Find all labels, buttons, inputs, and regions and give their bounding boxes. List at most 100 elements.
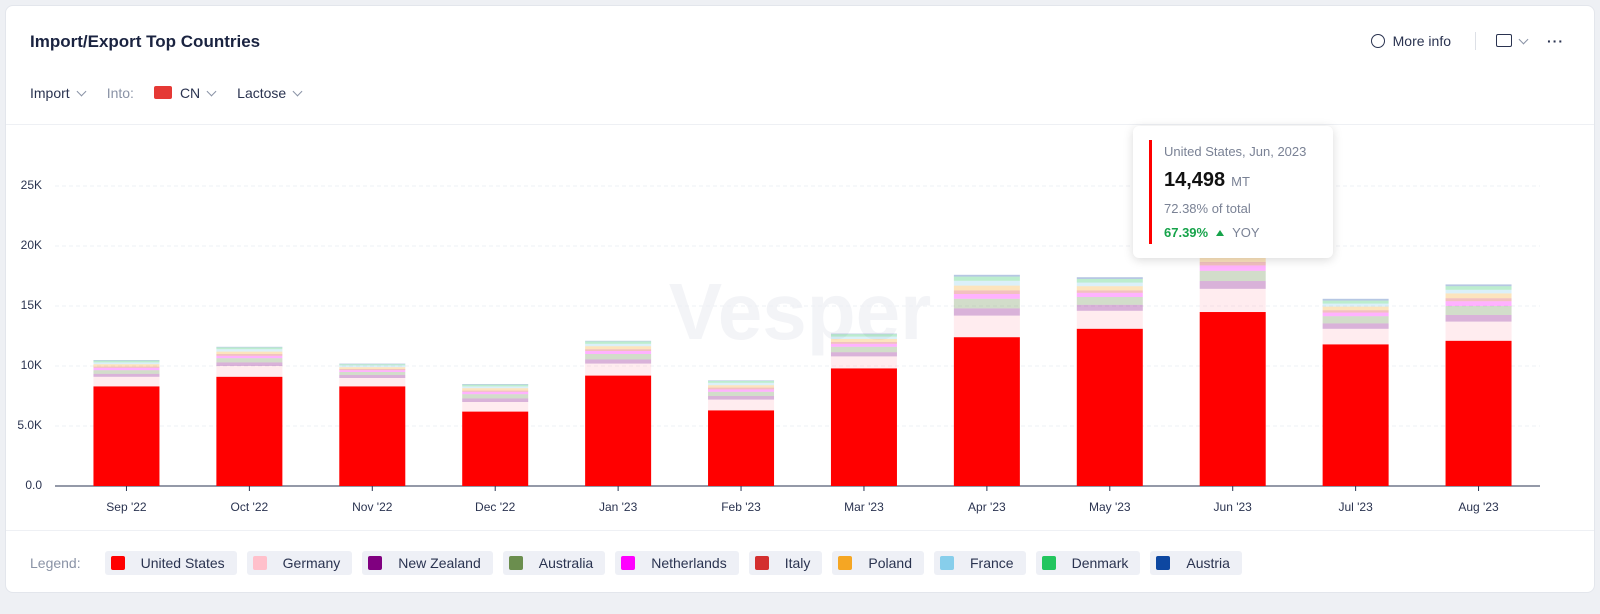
bar-segment	[585, 343, 652, 347]
bar-segment	[216, 366, 283, 377]
bar-segment	[93, 370, 160, 374]
tooltip-number: 14,498	[1164, 169, 1226, 191]
x-tick-label: Jan '23	[599, 500, 638, 514]
flow-filter[interactable]: Import	[30, 85, 87, 101]
bar-segment	[1076, 286, 1143, 291]
x-tick-label: May '23	[1089, 500, 1131, 514]
legend-item[interactable]: Austria	[1150, 551, 1242, 575]
bar-segment	[462, 391, 529, 395]
bar-segment	[830, 368, 897, 486]
bar-segment	[216, 362, 283, 366]
bar-segment	[953, 290, 1020, 294]
bar-segment	[708, 410, 775, 486]
bar-segment	[93, 364, 160, 367]
bar-segment	[93, 360, 160, 363]
bar-segment	[830, 352, 897, 357]
bar-segment	[1199, 261, 1266, 266]
x-tick-label: Apr '23	[968, 500, 1006, 514]
legend-swatch	[754, 556, 769, 570]
x-tick-label: Feb '23	[721, 500, 761, 514]
tooltip-change: 67.39% YOY	[1164, 225, 1260, 240]
bar-segment	[708, 389, 775, 392]
bar-segment	[830, 343, 897, 347]
tooltip-change-label: YOY	[1232, 225, 1260, 240]
bar-segment	[216, 376, 283, 486]
more-menu[interactable]: ···	[1547, 33, 1564, 49]
x-tick-label: Jun '23	[1214, 500, 1253, 514]
bar-segment	[708, 381, 775, 383]
bar-segment	[216, 349, 283, 352]
legend-text: United States	[140, 555, 225, 571]
bar-segment	[830, 356, 897, 369]
bar-segment	[1076, 292, 1143, 297]
image-menu[interactable]	[1496, 33, 1529, 49]
x-tick-label: Aug '23	[1458, 500, 1499, 514]
watermark: Vesper	[669, 267, 931, 356]
bar-segment	[708, 396, 775, 400]
legend-item[interactable]: United States	[104, 551, 237, 575]
bar-segment	[1322, 310, 1389, 313]
bar-segment	[462, 386, 529, 389]
bar-segment	[708, 380, 775, 381]
bar-segment	[339, 386, 406, 486]
more-info-text: More info	[1392, 33, 1451, 49]
bar-segment	[830, 336, 897, 339]
tooltip-change-value: 67.39%	[1164, 225, 1209, 240]
legend-item[interactable]: Denmark	[1035, 551, 1141, 575]
bar-segment	[953, 308, 1020, 316]
bar-segment	[462, 384, 529, 387]
bar-segment	[585, 359, 652, 364]
bar-segment	[1445, 284, 1512, 287]
bar-segment	[1076, 304, 1143, 311]
legend-swatch	[940, 556, 954, 570]
bar-segment	[462, 388, 529, 391]
more-info[interactable]: More info	[1370, 33, 1451, 49]
bar-segment	[830, 333, 897, 335]
country-filter[interactable]: CN	[153, 85, 217, 101]
bar-segment	[1076, 310, 1143, 329]
bar-segment	[585, 363, 652, 376]
bar-segment	[339, 378, 406, 387]
legend-swatch	[1041, 556, 1056, 570]
legend-item[interactable]: Poland	[832, 551, 924, 575]
y-tick-label: 0.0	[25, 478, 42, 492]
bar-segment	[93, 386, 160, 486]
x-tick-label: Mar '23	[844, 500, 884, 514]
bar-segment	[339, 372, 406, 375]
legend-item[interactable]: Germany	[246, 551, 353, 575]
bar-segment	[1199, 265, 1266, 271]
tooltip-value: 14,498 MT	[1164, 169, 1250, 192]
legend-text: Netherlands	[651, 555, 727, 571]
y-tick-label: 5.0K	[17, 418, 42, 432]
bar-segment	[339, 375, 406, 378]
bar-segment	[708, 387, 775, 390]
bar-segment	[585, 346, 652, 350]
bar-segment	[1199, 281, 1266, 289]
y-tick-label: 25K	[21, 178, 42, 192]
legend-text: France	[970, 555, 1014, 571]
bar-segment	[1322, 300, 1389, 304]
bar-segment	[1445, 340, 1512, 486]
product-filter[interactable]: Lactose	[237, 85, 303, 101]
legend-item[interactable]: Australia	[502, 551, 606, 575]
legend-item[interactable]: France	[934, 551, 1026, 575]
bar-segment	[216, 351, 283, 354]
bar-segment	[1076, 282, 1143, 287]
legend-item[interactable]: Netherlands	[615, 551, 739, 575]
tooltip-accent	[1149, 140, 1152, 244]
legend-item[interactable]: New Zealand	[362, 551, 493, 575]
legend-item[interactable]: Italy	[748, 551, 823, 575]
bar-segment	[585, 375, 652, 486]
legend-text: New Zealand	[398, 555, 481, 571]
bar-segment	[339, 367, 406, 369]
y-tick-label: 15K	[21, 298, 42, 312]
bar-segment	[339, 364, 406, 366]
bar-segment	[462, 390, 529, 392]
legend-text: Poland	[868, 555, 912, 571]
bar-segment	[462, 394, 529, 399]
bar-segment	[1076, 277, 1143, 279]
x-tick-label: Oct '22	[231, 500, 269, 514]
bar-segment	[953, 315, 1020, 338]
bar-segment	[1445, 298, 1512, 302]
legend-swatch	[508, 556, 523, 570]
